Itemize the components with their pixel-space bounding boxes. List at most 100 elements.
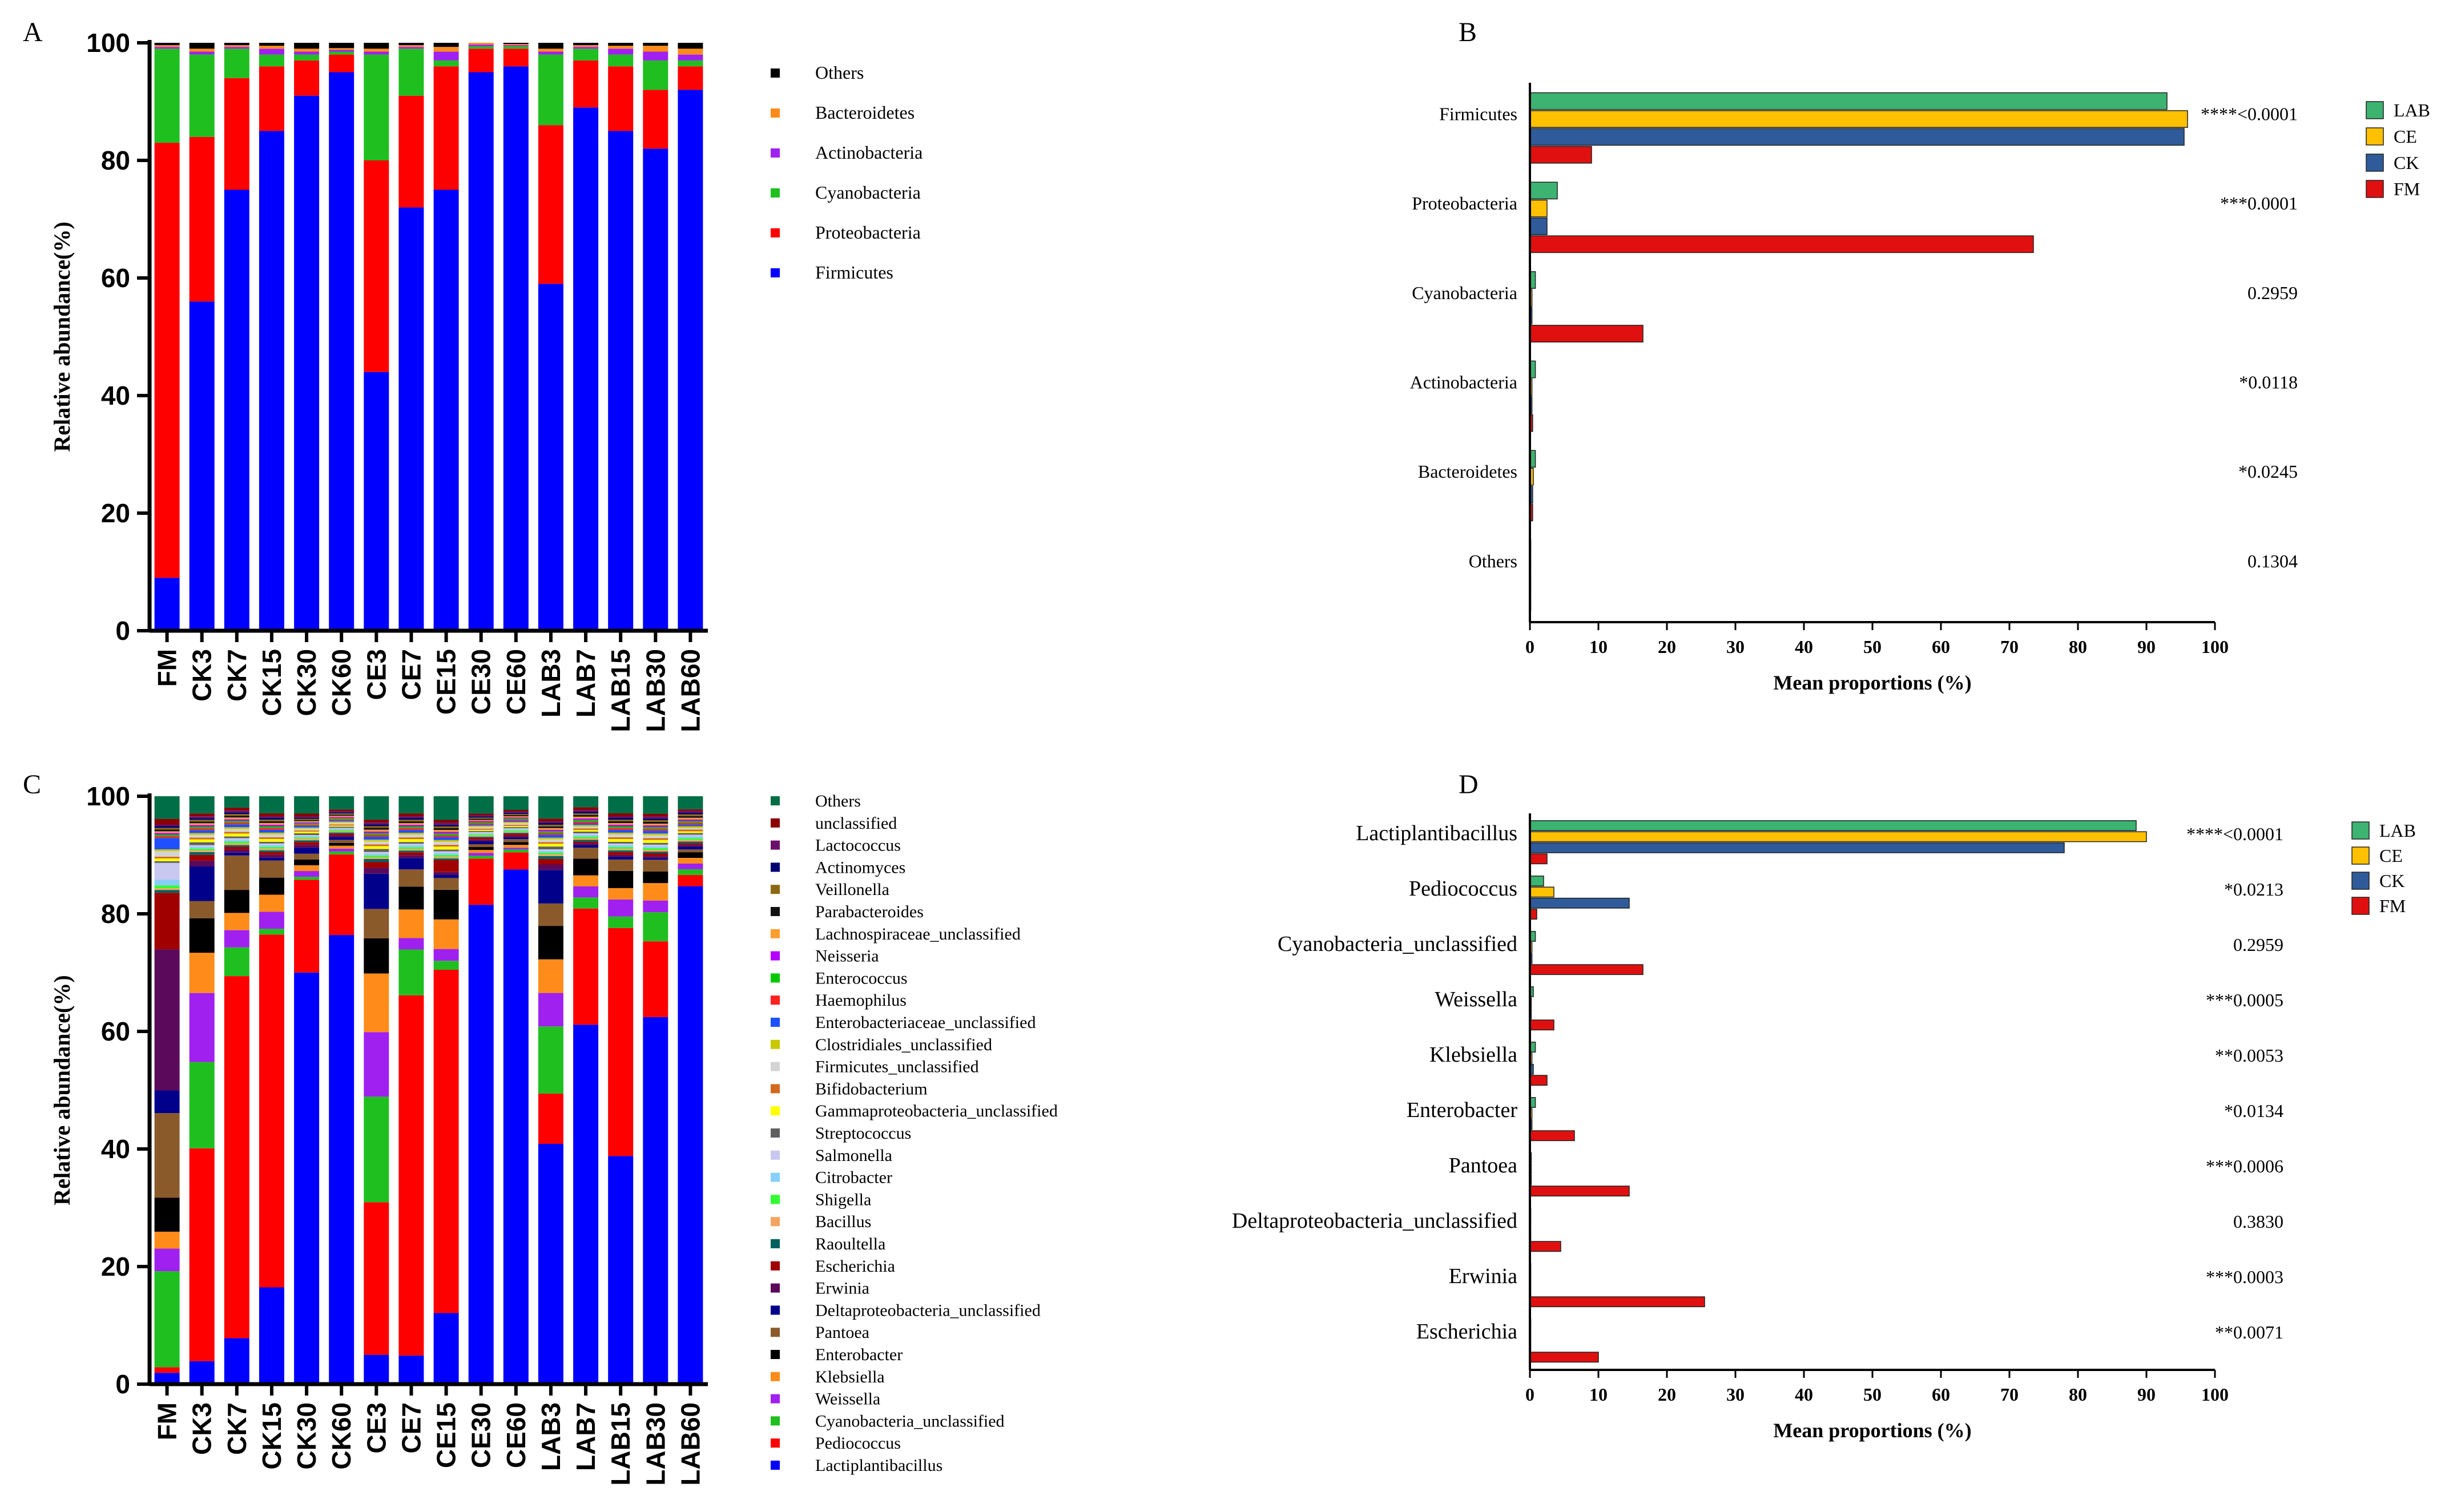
x-tick-label: LAB15 — [606, 649, 635, 732]
horizontal-bar-chart-d: Lactiplantibacillus ****<0.0001 Pediococcu… — [1232, 813, 2416, 1442]
bar-segment — [398, 49, 424, 96]
bar-segment — [259, 821, 284, 823]
bar-segment — [189, 918, 215, 953]
bar-segment — [364, 1202, 389, 1355]
x-tick-label: LAB15 — [606, 1402, 635, 1486]
bar-segment — [189, 993, 215, 1062]
bar-segment — [189, 850, 215, 852]
bar-segment — [224, 824, 249, 828]
bar-segment — [154, 828, 180, 830]
bar-segment — [259, 848, 284, 850]
bar-segment — [259, 934, 284, 1288]
bar-segment — [573, 848, 599, 859]
legend-label: FM — [2394, 179, 2420, 199]
legend-swatch — [771, 1416, 780, 1426]
bar-segment — [189, 953, 215, 993]
bar-segment — [189, 845, 215, 847]
legend-swatch — [2366, 127, 2384, 146]
legend-label: Salmonella — [815, 1146, 892, 1165]
bar-segment — [259, 832, 284, 834]
x-tick-label: LAB30 — [641, 649, 670, 732]
bar-segment — [154, 861, 180, 863]
bar-segment — [364, 51, 389, 55]
bar-segment — [259, 857, 284, 861]
bar-segment — [189, 825, 215, 827]
bar-segment — [468, 824, 494, 826]
x-tick-label: CE3 — [361, 649, 391, 700]
bar-segment — [503, 829, 529, 831]
bar-segment — [154, 1271, 180, 1368]
bar-segment — [329, 813, 355, 815]
bar-segment — [329, 845, 355, 849]
bar-segment — [538, 856, 563, 859]
bar-segment — [538, 796, 563, 819]
bar-segment — [364, 859, 389, 862]
bar-segment — [329, 854, 355, 936]
x-tick-label: CK30 — [292, 649, 321, 716]
bar-segment — [364, 49, 389, 52]
bar-segment — [189, 51, 215, 55]
bar-segment — [678, 54, 703, 61]
bar-segment — [608, 843, 634, 845]
bar-segment — [398, 852, 424, 856]
y-axis-label: Relative abundance(%) — [49, 221, 75, 451]
bar-segment — [433, 796, 459, 820]
legend-swatch — [771, 1283, 780, 1293]
bar-segment — [329, 840, 355, 843]
bar-segment — [503, 46, 529, 49]
legend-swatch — [771, 188, 780, 197]
bar-segment — [433, 47, 459, 52]
bar-segment — [224, 78, 249, 190]
bar-segment — [503, 817, 529, 819]
bar — [1529, 182, 1558, 200]
bar-segment — [259, 826, 284, 828]
bar-segment — [259, 837, 284, 839]
bar-segment — [224, 846, 249, 850]
bar-segment — [398, 849, 424, 851]
legend-label: Bifidobacterium — [815, 1079, 928, 1098]
bar-segment — [538, 849, 563, 851]
bar-segment — [433, 949, 459, 961]
legend-label: FM — [2379, 896, 2406, 916]
bar-segment — [329, 824, 355, 826]
bar-segment — [329, 832, 355, 834]
bar — [1529, 325, 1644, 342]
bar-segment — [678, 838, 703, 840]
legend: LAB CE CK FM — [2351, 820, 2416, 916]
x-tick-label: LAB3 — [536, 1402, 566, 1471]
bar-segment — [259, 841, 284, 844]
bar-segment — [398, 43, 424, 46]
bar-segment — [573, 826, 599, 829]
bar-segment — [608, 816, 634, 818]
bar-segment — [433, 961, 459, 970]
bar-segment — [503, 815, 529, 817]
category-label: Lactiplantibacillus — [1356, 821, 1517, 845]
x-axis-label: Mean proportions (%) — [1773, 1419, 1971, 1442]
bar-segment — [678, 841, 703, 844]
bar-segment — [573, 830, 599, 832]
bar-segment — [294, 877, 320, 880]
bar-segment — [573, 47, 599, 49]
bar — [1529, 853, 1548, 865]
bar-segment — [329, 821, 355, 823]
legend-label: Parabacteroides — [815, 902, 924, 921]
bar-segment — [573, 107, 599, 631]
bar-segment — [329, 837, 355, 840]
bar-segment — [573, 43, 599, 46]
bar-segment — [329, 48, 355, 50]
bar-segment — [224, 819, 249, 821]
bar-segment — [503, 827, 529, 829]
category-label: Proteobacteria — [1412, 193, 1517, 213]
bar-segment — [154, 838, 180, 849]
bar-segment — [433, 875, 459, 878]
bar-segment — [573, 908, 599, 1025]
bar-segment — [259, 816, 284, 818]
x-tick-label: 40 — [1795, 1384, 1813, 1405]
bar-segment — [678, 864, 703, 869]
panel-letter-B: B — [1459, 17, 1477, 47]
legend-label: Weissella — [815, 1390, 880, 1409]
bar-segment — [643, 830, 668, 834]
bar-segment — [364, 1096, 389, 1203]
bar-segment — [154, 849, 180, 851]
bar-segment — [538, 1026, 563, 1094]
